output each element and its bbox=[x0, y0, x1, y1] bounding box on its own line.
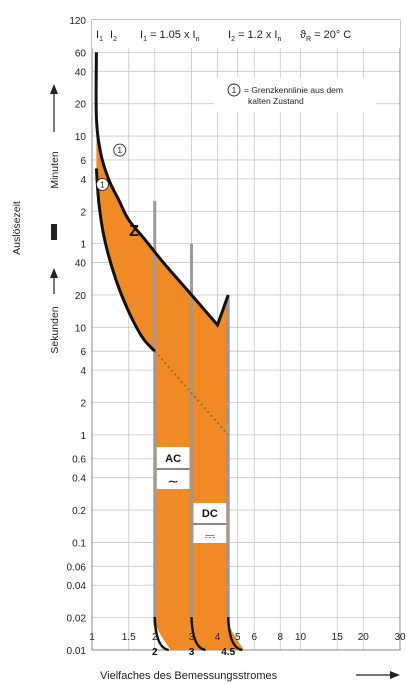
y-tick-label: 40 bbox=[75, 67, 87, 78]
y-tick-label: 0.1 bbox=[72, 538, 86, 549]
ac-label: AC bbox=[165, 453, 181, 465]
y-tick-label: 0.6 bbox=[72, 455, 86, 466]
header-eq2: I2 = 1.2 x In bbox=[228, 29, 281, 43]
y-tick-label: 0.02 bbox=[67, 614, 87, 625]
x-axis-title-group: Vielfaches des Bemessungsstromes bbox=[100, 670, 400, 682]
curve-marker-icon bbox=[113, 143, 127, 157]
y-tick-label: 1 bbox=[80, 431, 86, 442]
x-tick-label: 2 bbox=[152, 632, 158, 643]
x-tick-label-bold: 4.5 bbox=[221, 647, 235, 658]
lower-limit-curve bbox=[94, 168, 156, 353]
region-label: Z bbox=[129, 223, 139, 240]
dc-label-box bbox=[193, 503, 227, 543]
note-line-1: = Grenzkennlinie aus dem bbox=[244, 85, 343, 95]
curve-marker-number: 1 bbox=[118, 146, 123, 155]
y-axis-title: Auslösezeit bbox=[11, 201, 23, 255]
ac-label-box bbox=[156, 447, 190, 489]
unit-separator-bar bbox=[51, 224, 57, 240]
x-tick-label: 4 bbox=[215, 632, 221, 643]
y-tick-label: 1 bbox=[80, 240, 86, 251]
x-tick-label: 30 bbox=[394, 632, 406, 643]
header-i2: I2 bbox=[110, 29, 117, 43]
x-tick-label: 8 bbox=[278, 632, 284, 643]
x-tick-label: 1 bbox=[89, 632, 95, 643]
characteristic-curves bbox=[94, 52, 243, 652]
chart-header: I1 I2 I1 = 1.05 x In I2 = 1.2 x In ϑR = … bbox=[92, 20, 400, 48]
y-tick-label: 0.04 bbox=[67, 581, 87, 592]
grid bbox=[91, 19, 401, 651]
dotted-reference-line bbox=[154, 350, 229, 436]
y-axis-minutes-label: Minuten bbox=[49, 151, 61, 189]
curve-marker-icon bbox=[95, 178, 109, 191]
seconds-arrow-icon bbox=[50, 268, 58, 278]
annotations: 1 1 Z AC ∼ DC ⎓ bbox=[95, 143, 227, 543]
note: 1 = Grenzkennlinie aus dem kalten Zustan… bbox=[214, 78, 376, 112]
y-tick-label: 120 bbox=[69, 16, 86, 27]
x-tick-label-bold: 3 bbox=[189, 647, 195, 658]
y-tick-label: 40 bbox=[75, 259, 87, 270]
y-tick-label: 10 bbox=[75, 132, 87, 143]
x-tick-label: 10 bbox=[295, 632, 307, 643]
y-tick-label: 0.06 bbox=[67, 562, 87, 573]
x-tick-label: 15 bbox=[332, 632, 344, 643]
header-i1: I1 bbox=[96, 29, 103, 43]
tripping-area-fill bbox=[96, 52, 245, 650]
ac-symbol-icon: ∼ bbox=[167, 473, 179, 489]
y-tick-label: 10 bbox=[75, 323, 87, 334]
y-tick-label: 2 bbox=[80, 207, 86, 218]
y-tick-label: 6 bbox=[80, 156, 86, 167]
trip-curve-tail bbox=[153, 617, 170, 652]
trip-curve-tail bbox=[190, 617, 206, 652]
y-tick-label: 20 bbox=[75, 291, 87, 302]
y-axis-labels: Auslösezeit Minuten Sekunden bbox=[11, 84, 61, 354]
header-eq1: I1 = 1.05 x In bbox=[140, 29, 200, 43]
y-tick-label: 20 bbox=[75, 100, 87, 111]
x-arrow-icon bbox=[390, 671, 400, 679]
x-tick-label-bold: 2 bbox=[152, 647, 158, 658]
x-tick-label: 3 bbox=[189, 632, 195, 643]
x-tick-label: 6 bbox=[251, 632, 257, 643]
y-tick-label: 2 bbox=[80, 399, 86, 410]
x-tick-label: 20 bbox=[358, 632, 370, 643]
y-tick-label: 0.2 bbox=[72, 506, 86, 517]
trip-curve-tail bbox=[227, 617, 243, 652]
note-line-2: kalten Zustand bbox=[248, 96, 304, 106]
curve-marker-number: 1 bbox=[100, 180, 105, 189]
dc-label: DC bbox=[202, 508, 218, 520]
header-temperature: ϑR = 20° C bbox=[300, 29, 351, 43]
y-axis-seconds-label: Sekunden bbox=[49, 306, 61, 353]
tripping-region bbox=[96, 52, 245, 650]
tick-labels: 12060402010642140201064210.60.40.20.10.0… bbox=[67, 16, 406, 658]
note-marker-icon bbox=[227, 83, 241, 97]
upper-limit-curve bbox=[94, 52, 230, 328]
y-tick-label: 0.4 bbox=[72, 474, 86, 485]
x-axis-title: Vielfaches des Bemessungsstromes bbox=[100, 670, 278, 682]
plot-frame bbox=[91, 19, 401, 651]
dc-symbol-icon: ⎓ bbox=[205, 528, 215, 543]
y-tick-label: 60 bbox=[75, 48, 87, 59]
minutes-arrow-icon bbox=[50, 84, 58, 94]
x-tick-label: 5 bbox=[235, 632, 241, 643]
note-marker-number: 1 bbox=[232, 86, 237, 95]
y-tick-label: 0.01 bbox=[67, 646, 87, 657]
y-tick-label: 6 bbox=[80, 347, 86, 358]
y-tick-label: 4 bbox=[80, 175, 86, 186]
x-tick-label: 1.5 bbox=[122, 632, 136, 643]
y-tick-label: 4 bbox=[80, 366, 86, 377]
